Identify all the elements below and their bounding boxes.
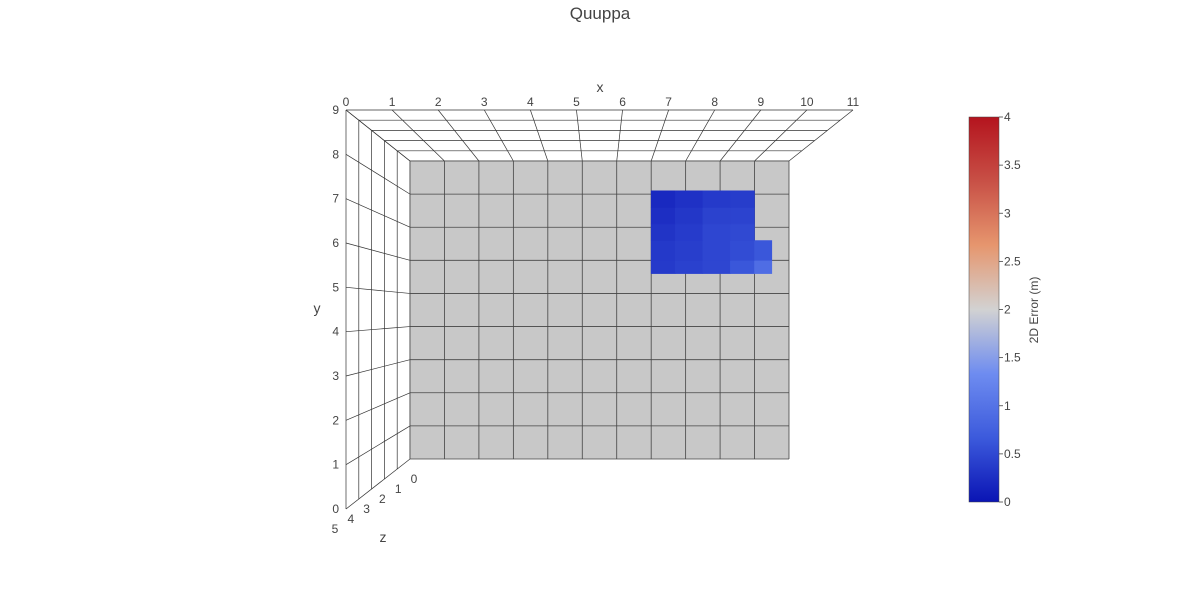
surface-patch [754,259,773,274]
colorbar: 0 0.5 1 1.5 2 2.5 3 3.5 4 2D Error (m) [968,110,1041,509]
surface-patch [650,240,676,261]
x-wall-gridline [685,109,716,162]
x-tick-label: 1 [389,95,396,109]
y-tick-label: 6 [332,236,339,250]
surface-patch [702,259,731,274]
z-tick-label: 4 [347,512,354,526]
surface-patch [730,207,755,225]
z-axis-title: z [380,529,387,545]
y-wall-gridline [345,359,411,377]
surface-patch [702,240,731,261]
y-wall-gridline [345,458,411,510]
z-tick-label: 3 [363,502,370,516]
surface-patch [730,240,755,261]
error-surface [650,190,773,274]
y-tick-label: 5 [332,280,339,294]
z-tick-label: 2 [379,492,386,506]
surface-patch [754,240,773,261]
x-wall-gridline [616,109,623,162]
y-wall-gridline [345,154,411,195]
surface-patch [702,207,731,225]
surface-patch [650,259,676,274]
colorbar-tick-label: 0 [1004,495,1011,509]
colorbar-bar [968,116,1000,503]
x-tick-label: 5 [573,95,580,109]
colorbar-tick-label: 0.5 [1004,447,1021,461]
x-axis-title: x [597,79,604,95]
x-tick-label: 11 [847,95,860,109]
z-tick-label: 1 [395,482,402,496]
x-tick-label: 8 [711,95,718,109]
x-tick-label: 2 [435,95,442,109]
colorbar-tick-label: 1.5 [1004,351,1021,365]
surface-patch [674,223,704,241]
x-wall-gridline [530,109,549,162]
colorbar-tick-label: 4 [1004,110,1011,124]
x-wall-gridline [719,109,762,162]
surface-patch [730,190,755,208]
y-tick-label: 9 [332,103,339,117]
y-tick-label: 3 [332,369,339,383]
surface-patch [650,223,676,241]
x-wall-gridline [437,109,480,162]
y-wall-gridline [345,286,411,294]
colorbar-title: 2D Error (m) [1027,277,1041,344]
colorbar-tick-label: 3.5 [1004,158,1021,172]
x-tick-label: 9 [757,95,764,109]
y-wall-gridline [345,198,411,228]
colorbar-tick-label: 3 [1004,206,1011,220]
surface-patch [674,207,704,225]
surface-patch [674,259,704,274]
x-wall-gridline [788,109,854,162]
colorbar-tick-label: 1 [1004,399,1011,413]
z-tick-label: 5 [332,522,339,536]
y-axis-title: y [314,300,321,316]
y-tick-label: 2 [332,413,339,427]
chart-title: Quuppa [569,4,631,23]
x-tick-label: 7 [665,95,672,109]
surface-patch [730,223,755,241]
y-wall-gridline [345,242,411,261]
x-wall-gridline [483,109,514,162]
y-wall-gridline [345,425,411,465]
z-tick-label: 0 [411,472,418,486]
surface-patch [650,207,676,225]
y-wall-gridline [345,392,411,421]
x-tick-label: 6 [619,95,626,109]
y-tick-label: 0 [332,502,339,516]
surface-patch [650,190,676,208]
x-wall-gridline [391,109,445,162]
x-wall-gridline [754,109,808,162]
y-tick-label: 4 [332,325,339,339]
x-tick-label: 0 [343,95,350,109]
x-tick-label: 4 [527,95,534,109]
y-wall-gridline [345,326,411,333]
colorbar-tick-label: 2 [1004,303,1011,317]
surface-patch [702,190,731,208]
surface-patch [674,190,704,208]
x-tick-label: 3 [481,95,488,109]
y-tick-label: 7 [332,192,339,206]
x-wall-gridline [345,109,411,162]
colorbar-ticks: 0 0.5 1 1.5 2 2.5 3 3.5 4 [999,110,1021,509]
x-wall-gridline [650,109,669,162]
x-tick-label: 10 [800,95,814,109]
colorbar-tick-label: 2.5 [1004,254,1021,268]
x-wall-gridline [576,109,583,162]
surface-patch [674,240,704,261]
surface-patch [702,223,731,241]
y-tick-label: 1 [332,458,339,472]
surface-patch [730,259,755,274]
y-tick-label: 8 [332,147,339,161]
